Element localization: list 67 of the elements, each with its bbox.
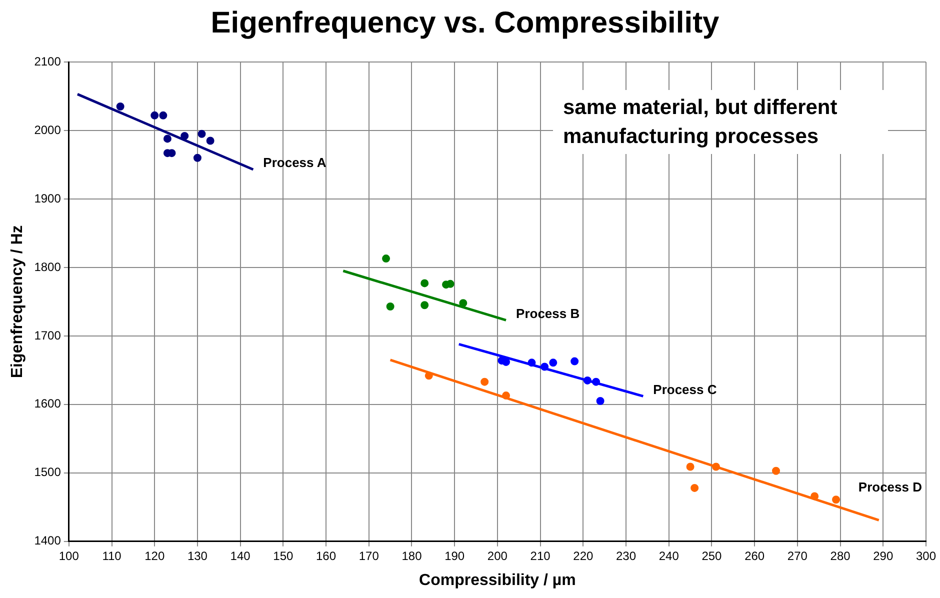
point bbox=[459, 299, 468, 308]
y-tick-label: 2000 bbox=[34, 122, 62, 137]
x-tick-label: 140 bbox=[230, 548, 251, 563]
point bbox=[198, 130, 206, 138]
x-tick-label: 210 bbox=[530, 548, 551, 563]
y-tick-label: 1800 bbox=[34, 260, 62, 274]
point bbox=[810, 492, 819, 500]
point bbox=[549, 358, 558, 367]
point bbox=[583, 376, 592, 384]
x-tick-label: 280 bbox=[830, 548, 851, 563]
x-tick-label: 200 bbox=[487, 548, 508, 563]
point bbox=[712, 462, 720, 471]
point bbox=[386, 302, 394, 310]
x-tick-label: 170 bbox=[358, 548, 380, 563]
point bbox=[150, 111, 159, 120]
point bbox=[180, 132, 189, 140]
series-label: Process B bbox=[516, 306, 580, 321]
point bbox=[502, 392, 510, 400]
x-tick-label: 220 bbox=[573, 548, 594, 563]
point bbox=[540, 362, 549, 371]
point bbox=[420, 301, 429, 310]
point bbox=[528, 358, 536, 367]
point bbox=[592, 378, 600, 386]
point bbox=[163, 134, 172, 143]
point bbox=[193, 154, 202, 162]
x-tick-label: 230 bbox=[616, 548, 636, 563]
annotation: same material, but different manufacturing processes bbox=[553, 90, 888, 154]
x-tick-label: 150 bbox=[273, 548, 294, 563]
series-label: Process D bbox=[858, 480, 922, 495]
y-tick-label: 2100 bbox=[34, 54, 62, 68]
x-axis-title: Compressibility / µm bbox=[419, 572, 576, 589]
x-tick-label: 120 bbox=[144, 548, 165, 563]
point bbox=[772, 466, 780, 475]
x-tick-label: 260 bbox=[744, 548, 765, 563]
point bbox=[424, 372, 433, 380]
x-tick-label: 270 bbox=[787, 548, 808, 563]
x-tick-label: 250 bbox=[702, 548, 722, 563]
y-tick-label: 1900 bbox=[34, 191, 62, 206]
point bbox=[832, 496, 840, 504]
x-tick-label: 290 bbox=[873, 548, 894, 563]
y-tick-label: 1500 bbox=[34, 465, 62, 480]
point bbox=[690, 484, 699, 492]
point bbox=[596, 397, 604, 406]
x-tick-label: 180 bbox=[402, 548, 422, 563]
series-label: Process C bbox=[653, 382, 718, 397]
point bbox=[116, 102, 124, 111]
series-label: Process A bbox=[263, 155, 327, 170]
point bbox=[502, 358, 510, 366]
point bbox=[206, 136, 214, 145]
point bbox=[382, 254, 390, 263]
x-tick-label: 160 bbox=[316, 548, 336, 563]
x-tick-label: 110 bbox=[102, 548, 122, 563]
x-tick-label: 190 bbox=[444, 548, 465, 563]
x-tick-label: 130 bbox=[187, 548, 208, 563]
point bbox=[159, 111, 168, 120]
y-tick-label: 1400 bbox=[34, 534, 62, 548]
point bbox=[420, 279, 429, 288]
x-tick-label: 100 bbox=[58, 548, 80, 563]
x-tick-label: 300 bbox=[916, 548, 936, 563]
point bbox=[686, 462, 694, 471]
y-tick-label: 1700 bbox=[34, 328, 62, 342]
y-axis-title: Eigenfrequency / Hz bbox=[9, 225, 26, 378]
point bbox=[570, 357, 579, 366]
point bbox=[480, 378, 489, 386]
y-tick-label: 1600 bbox=[34, 396, 62, 411]
x-tick-label: 240 bbox=[658, 548, 680, 563]
chart-title: Eigenfrequency vs. Compressibility bbox=[210, 6, 720, 40]
